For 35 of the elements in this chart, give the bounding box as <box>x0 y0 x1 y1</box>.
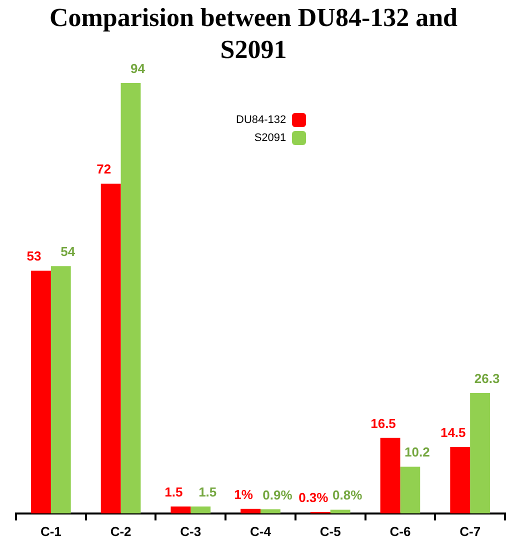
data-label: 0.8% <box>332 488 363 503</box>
bar <box>31 270 51 514</box>
x-tick-label: C-1 <box>40 524 62 539</box>
bar <box>120 83 141 514</box>
data-label: 94 <box>130 61 146 76</box>
x-tick-label: C-6 <box>390 524 411 539</box>
data-label: 16.5 <box>370 416 396 431</box>
legend-label: S2091 <box>254 131 286 146</box>
x-tick-label: C-5 <box>320 524 341 539</box>
data-label: 14.5 <box>440 425 466 440</box>
chart-title: Comparision between DU84-132 and S2091 <box>49 3 458 64</box>
bar <box>470 392 490 514</box>
x-tick-label: C-7 <box>460 524 481 539</box>
data-label: 72 <box>96 162 112 177</box>
data-label: 26.3 <box>474 370 500 386</box>
bar <box>190 506 211 514</box>
bar <box>380 438 400 514</box>
bar <box>50 266 71 514</box>
bar <box>400 466 420 514</box>
data-label: 1% <box>234 486 254 502</box>
data-label: 10.2 <box>404 444 430 460</box>
data-label: 53 <box>26 248 42 264</box>
legend-label: DU84-132 <box>236 113 286 128</box>
data-label: 1.5 <box>198 484 217 500</box>
data-label: 1.5 <box>164 484 183 500</box>
bar <box>170 506 191 514</box>
data-label: 0.9% <box>262 487 293 502</box>
bar <box>100 184 121 514</box>
data-label: 0.3% <box>298 490 329 506</box>
x-tick-label: C-4 <box>250 524 272 539</box>
x-tick-label: C-3 <box>180 524 202 539</box>
bar <box>330 510 350 514</box>
x-tick-label: C-2 <box>110 524 132 539</box>
bar <box>450 447 470 514</box>
data-label: 54 <box>60 244 76 260</box>
